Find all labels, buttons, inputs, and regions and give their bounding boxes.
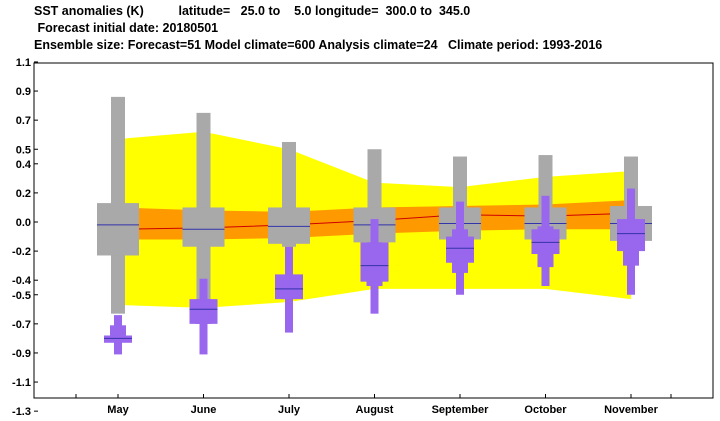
y-tick-label: -0.5 <box>12 290 31 302</box>
y-tick-label: 1.1 <box>16 57 31 69</box>
y-tick-label: -1.1 <box>12 377 31 389</box>
y-tick-label: 0.2 <box>16 188 31 200</box>
y-tick-label: -0.9 <box>12 348 31 360</box>
x-tick-label: May <box>107 404 129 416</box>
x-tick-label: June <box>191 404 217 416</box>
y-tick-label: 0.7 <box>16 115 31 127</box>
forecast-box <box>104 335 132 343</box>
x-tick-label: October <box>524 404 567 416</box>
chart-title-line-1: SST anomalies (K) latitude= 25.0 to 5.0 … <box>34 4 471 18</box>
chart-title-line-3: Ensemble size: Forecast=51 Model climate… <box>34 38 603 52</box>
x-tick-label: September <box>432 404 490 416</box>
forecast-inner-box <box>110 325 126 336</box>
model-climate-box <box>268 207 310 244</box>
forecast-box <box>617 219 645 252</box>
forecast-box <box>531 229 560 255</box>
forecast-box <box>446 236 474 263</box>
y-tick-label: -0.2 <box>12 246 31 258</box>
forecast-box <box>275 274 303 300</box>
x-tick-label: July <box>278 404 301 416</box>
y-tick-label: -0.7 <box>12 319 31 331</box>
y-tick-label: -1.3 <box>12 406 31 418</box>
y-tick-label: 0.4 <box>16 159 32 171</box>
model-climate-box <box>182 207 225 247</box>
x-tick-label: November <box>604 404 659 416</box>
model-climate-box <box>97 203 139 256</box>
x-tick-label: August <box>356 404 394 416</box>
forecast-box <box>360 242 389 282</box>
forecast-box <box>189 299 218 324</box>
y-tick-label: 0.0 <box>16 217 31 229</box>
y-tick-label: 0.9 <box>16 86 31 98</box>
y-tick-label: -0.4 <box>12 275 32 287</box>
chart-title-line-2: Forecast initial date: 20180501 <box>34 21 219 35</box>
y-tick-label: 0.5 <box>16 144 31 156</box>
